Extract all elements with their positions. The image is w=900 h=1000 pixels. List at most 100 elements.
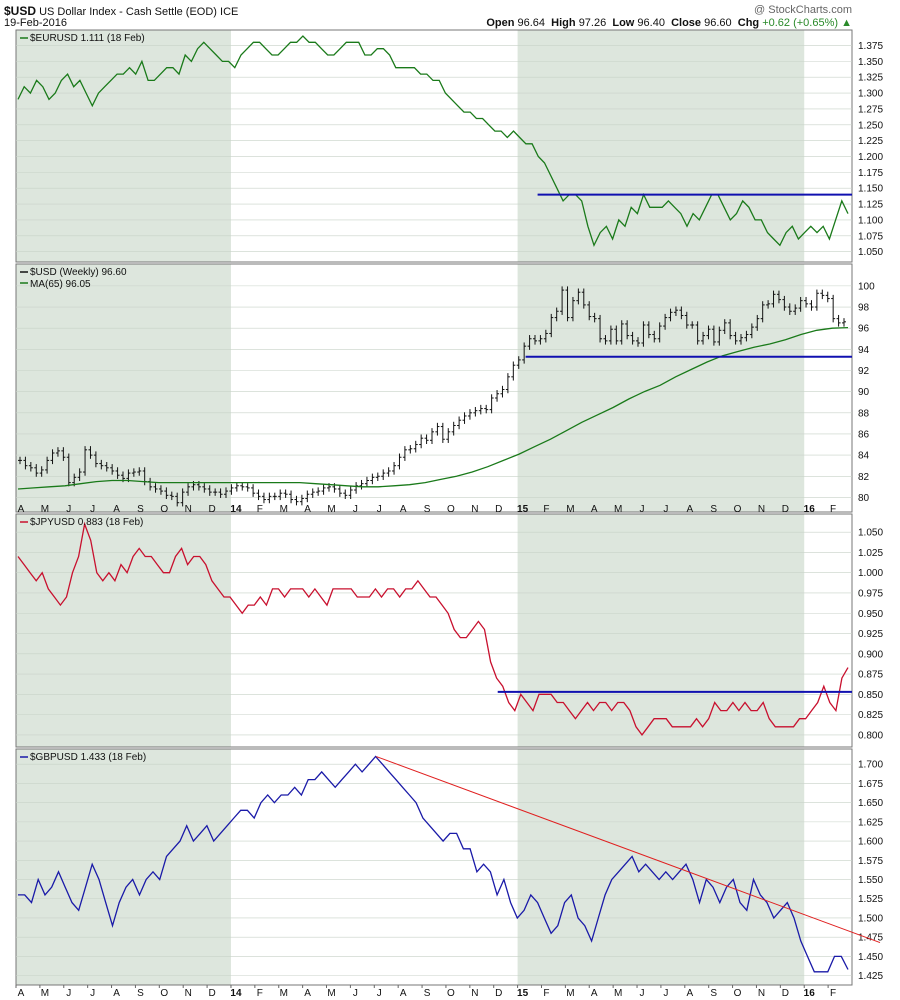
- y-tick-label: 1.150: [858, 184, 883, 195]
- y-tick-label: 1.000: [858, 568, 883, 579]
- x-tick-label: J: [377, 988, 382, 999]
- chart-title: $USD US Dollar Index - Cash Settle (EOD)…: [4, 4, 238, 18]
- x-tick-label-usd: F: [830, 504, 836, 515]
- x-tick-label-usd: S: [137, 504, 144, 515]
- x-tick-label: M: [614, 988, 622, 999]
- x-tick-label: M: [41, 988, 49, 999]
- y-tick-label: 1.600: [858, 837, 883, 848]
- x-tick-label-usd: O: [160, 504, 168, 515]
- x-tick-label-usd: S: [710, 504, 717, 515]
- x-tick-label: O: [447, 988, 455, 999]
- x-tick-label: N: [758, 988, 765, 999]
- chg-label: Chg: [737, 17, 760, 29]
- x-tick-label-usd: J: [353, 504, 358, 515]
- close-value: 96.60: [704, 17, 732, 29]
- chart-header: $USD US Dollar Index - Cash Settle (EOD)…: [0, 0, 900, 30]
- x-tick-label: 16: [804, 988, 816, 999]
- y-tick-label: 1.625: [858, 817, 883, 828]
- x-tick-label-usd: F: [257, 504, 263, 515]
- background-band: [517, 30, 805, 262]
- exchange: ICE: [220, 6, 239, 18]
- ma-legend-label: MA(65) 96.05: [30, 279, 91, 290]
- open-value: 96.64: [517, 17, 546, 29]
- y-tick-label: 1.475: [858, 933, 883, 944]
- y-tick-label: 82: [858, 472, 870, 483]
- y-tick-label: 1.100: [858, 215, 883, 226]
- x-tick-label: J: [66, 988, 71, 999]
- y-tick-label: 1.675: [858, 779, 883, 790]
- ma-line: [17, 326, 849, 490]
- x-tick-label-usd: A: [400, 504, 407, 515]
- x-tick-label-usd: J: [90, 504, 95, 515]
- x-tick-label-usd: 14: [230, 504, 242, 515]
- background-band: [16, 30, 231, 262]
- chg-value: +0.62 (+0.65%): [762, 17, 839, 29]
- y-tick-label: 1.575: [858, 856, 883, 867]
- y-tick-label: 88: [858, 408, 870, 419]
- up-arrow-icon: ▲: [841, 17, 852, 29]
- y-tick-label: 1.175: [858, 168, 883, 179]
- x-tick-label: F: [257, 988, 263, 999]
- x-tick-label: N: [185, 988, 192, 999]
- x-tick-label: F: [830, 988, 836, 999]
- x-tick-label: J: [640, 988, 645, 999]
- y-tick-label: 0.925: [858, 629, 883, 640]
- x-tick-label-usd: A: [113, 504, 120, 515]
- y-tick-label: 0.800: [858, 730, 883, 741]
- x-tick-label: D: [495, 988, 502, 999]
- x-tick-label-usd: J: [640, 504, 645, 515]
- x-tick-label: A: [400, 988, 407, 999]
- x-tick-label: J: [663, 988, 668, 999]
- y-tick-label: 0.875: [858, 670, 883, 681]
- x-tick-label-usd: M: [327, 504, 335, 515]
- background-band: [517, 514, 805, 747]
- high-value: 97.26: [578, 17, 607, 29]
- y-tick-label: 1.650: [858, 798, 883, 809]
- x-tick-label: A: [304, 988, 311, 999]
- y-tick-label: 94: [858, 345, 870, 356]
- y-tick-label: 1.200: [858, 152, 883, 163]
- y-tick-label: 0.900: [858, 649, 883, 660]
- x-tick-label-usd: D: [782, 504, 789, 515]
- high-label: High: [551, 17, 576, 29]
- x-tick-label: O: [734, 988, 742, 999]
- y-tick-label: 84: [858, 451, 870, 462]
- x-tick-label-usd: N: [185, 504, 192, 515]
- x-tick-label-usd: A: [686, 504, 693, 515]
- y-tick-label: 1.500: [858, 913, 883, 924]
- y-tick-label: 1.075: [858, 231, 883, 242]
- x-tick-label-usd: 15: [517, 504, 529, 515]
- x-tick-label: D: [208, 988, 215, 999]
- y-tick-label: 1.050: [858, 528, 883, 539]
- y-tick-label: 1.700: [858, 760, 883, 771]
- x-tick-label: M: [280, 988, 288, 999]
- panel-label: $EURUSD 1.111 (18 Feb): [30, 33, 145, 44]
- open-label: Open: [486, 17, 515, 29]
- background-band: [517, 264, 805, 512]
- y-tick-label: 1.300: [858, 89, 883, 100]
- y-tick-label: 1.425: [858, 971, 883, 982]
- gbpusd-line: [18, 755, 849, 973]
- x-tick-label: J: [90, 988, 95, 999]
- x-tick-label: A: [686, 988, 693, 999]
- chart-date: 19-Feb-2016: [4, 17, 67, 29]
- y-tick-label: 86: [858, 429, 870, 440]
- panel-label: $GBPUSD 1.433 (18 Feb): [30, 752, 146, 763]
- x-tick-label-usd: M: [41, 504, 49, 515]
- low-label: Low: [612, 17, 635, 29]
- panel-border: [15, 263, 853, 513]
- x-tick-label-usd: J: [66, 504, 71, 515]
- x-tick-label: S: [137, 988, 144, 999]
- x-tick-label: S: [710, 988, 717, 999]
- panel-label: $USD (Weekly) 96.60: [30, 267, 127, 278]
- x-tick-label-usd: A: [18, 504, 25, 515]
- background-band: [16, 264, 231, 512]
- x-tick-label: F: [543, 988, 549, 999]
- x-tick-label: A: [113, 988, 120, 999]
- y-tick-label: 1.525: [858, 894, 883, 905]
- x-tick-label-usd: F: [543, 504, 549, 515]
- y-tick-label: 1.375: [858, 41, 883, 52]
- x-tick-label: 15: [517, 988, 529, 999]
- x-tick-label: O: [160, 988, 168, 999]
